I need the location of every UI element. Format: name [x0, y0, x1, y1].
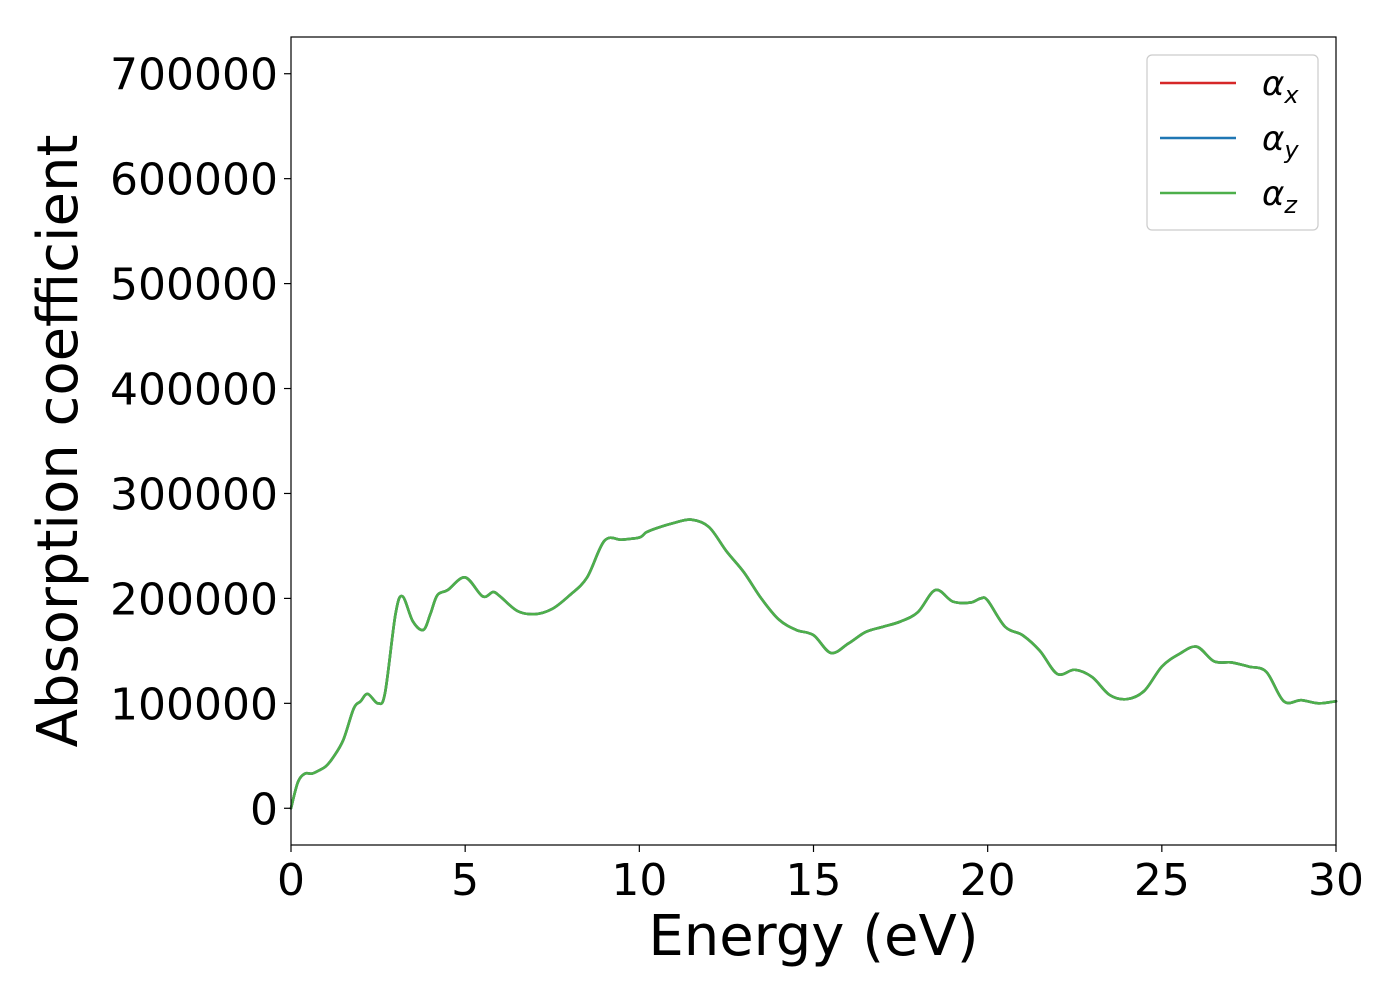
- legend-label: αy: [1262, 119, 1299, 164]
- y-axis-ticks: 0 100000 200000 300000 400000 500000 600000 700…: [110, 50, 291, 835]
- y-axis-label: Absorption coefficient: [26, 135, 91, 748]
- y-tick-label: 600000: [110, 155, 278, 206]
- legend: αx αy αz: [1146, 54, 1319, 231]
- y-tick-label: 0: [250, 784, 278, 835]
- x-tick-label: 30: [1308, 855, 1364, 906]
- y-tick-label: 400000: [110, 365, 278, 416]
- legend-box: [1146, 54, 1319, 231]
- x-tick-label: 0: [277, 855, 305, 906]
- x-tick-label: 20: [960, 855, 1016, 906]
- y-tick-label: 100000: [110, 679, 278, 730]
- series-line-3: [289, 518, 1338, 810]
- y-tick-label: 700000: [110, 50, 278, 101]
- x-axis-ticks: 0 5 10 15 20 25 30: [277, 845, 1364, 906]
- x-axis-label: Energy (eV): [648, 904, 978, 969]
- x-tick-label: 10: [611, 855, 667, 906]
- x-tick-label: 25: [1134, 855, 1190, 906]
- legend-label: αx: [1262, 64, 1299, 109]
- legend-label: αz: [1262, 174, 1298, 219]
- series-layer: [289, 518, 1338, 810]
- y-tick-label: 500000: [110, 260, 278, 311]
- y-tick-label: 200000: [110, 574, 278, 625]
- x-tick-label: 15: [786, 855, 842, 906]
- x-tick-label: 5: [451, 855, 479, 906]
- y-tick-label: 300000: [110, 469, 278, 520]
